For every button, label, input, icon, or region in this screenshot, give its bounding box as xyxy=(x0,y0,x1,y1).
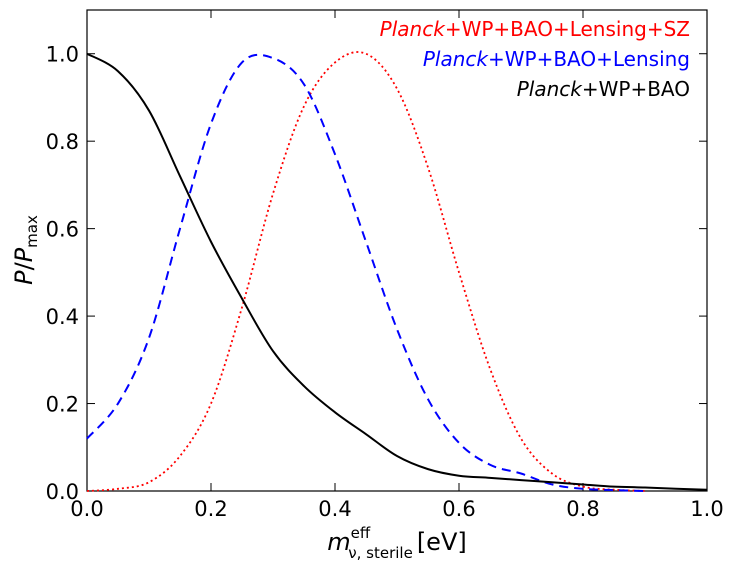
axis-ticks: 0.0 0.2 0.4 0.6 0.8 1.0 0.0 0.2 0.4 0.6 0.8 1.0 xyxy=(46,10,724,521)
x-tick-label: 0.2 xyxy=(194,497,227,521)
y-tick-label: 0.8 xyxy=(46,130,79,154)
y-tick-label: 1.0 xyxy=(46,43,79,67)
legend-entry-base: Planck+WP+BAO xyxy=(517,77,690,101)
y-tick-label: 0.0 xyxy=(46,480,79,504)
series-line-base xyxy=(86,52,708,491)
x-tick-label: 0.0 xyxy=(70,497,103,521)
legend: Planck+WP+BAO+Lensing+SZ Planck+WP+BAO+L… xyxy=(380,17,690,101)
x-tick-label: 0.6 xyxy=(442,497,475,521)
series-group xyxy=(86,51,708,492)
x-tick-label: 0.4 xyxy=(318,497,351,521)
y-tick-label: 0.4 xyxy=(46,305,79,329)
legend-entry-lensing-sz: Planck+WP+BAO+Lensing+SZ xyxy=(380,17,690,41)
x-tick-label: 1.0 xyxy=(690,497,723,521)
x-axis-label: meff ν, sterile [eV] xyxy=(327,524,466,562)
plot-frame xyxy=(86,9,708,492)
x-tick-label: 0.8 xyxy=(566,497,599,521)
y-axis-label: P/Pmax xyxy=(10,215,41,285)
series-line-lensing xyxy=(86,53,646,492)
y-tick-label: 0.6 xyxy=(46,218,79,242)
series-line-lensing-sz xyxy=(86,51,646,492)
y-tick-label: 0.2 xyxy=(46,393,79,417)
legend-entry-lensing: Planck+WP+BAO+Lensing xyxy=(423,47,690,71)
